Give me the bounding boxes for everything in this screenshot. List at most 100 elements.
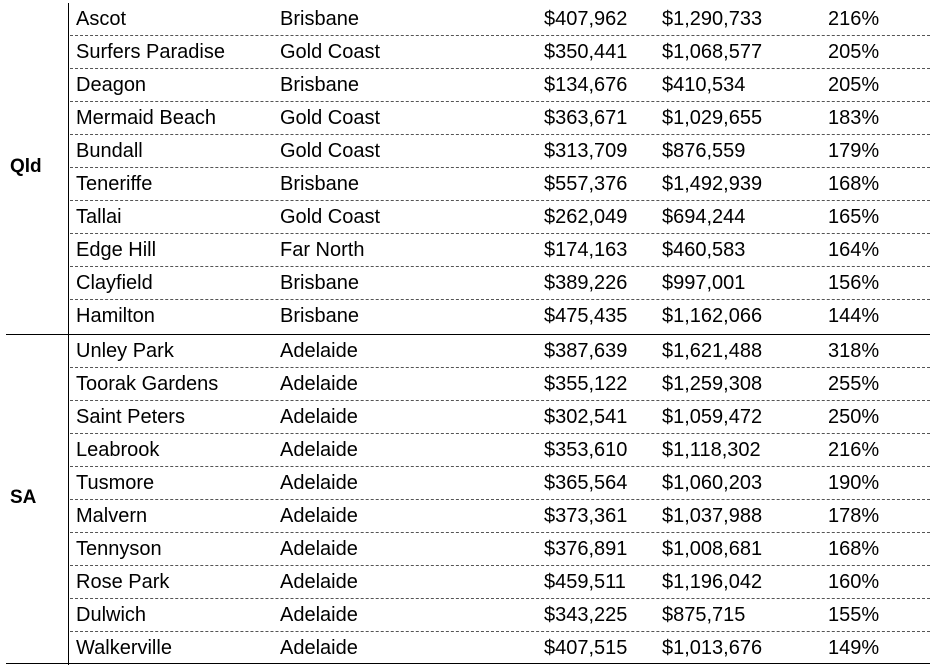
suburb-cell: Rose Park	[76, 571, 170, 593]
suburb-cell: Toorak Gardens	[76, 373, 219, 395]
region-cell: Brisbane	[280, 8, 359, 30]
row-divider	[70, 299, 930, 300]
value-before-cell: $373,361	[544, 505, 628, 527]
value-before-cell: $343,225	[544, 604, 628, 626]
table-row: Leabrook Adelaide $353,610 $1,118,302 216%	[70, 434, 930, 467]
row-divider	[70, 631, 930, 632]
change-cell: 165%	[828, 206, 880, 228]
row-divider	[70, 400, 930, 401]
table-row: Hamilton Brisbane $475,435 $1,162,066 144%	[70, 300, 930, 333]
table-row: Tallai Gold Coast $262,049 $694,244 165%	[70, 201, 930, 234]
change-cell: 190%	[828, 472, 880, 494]
table-row: Saint Peters Adelaide $302,541 $1,059,472 25…	[70, 401, 930, 434]
table-row: Rose Park Adelaide $459,511 $1,196,042 160%	[70, 566, 930, 599]
value-after-cell: $1,290,733	[662, 8, 763, 30]
value-after-cell: $1,013,676	[662, 637, 763, 659]
region-cell: Adelaide	[280, 604, 358, 626]
state-group-sa: SA Unley Park Adelaide $387,639 $1,621,488 3…	[0, 335, 930, 665]
group-divider	[68, 3, 69, 334]
row-divider	[70, 433, 930, 434]
suburb-cell: Ascot	[76, 8, 127, 30]
region-cell: Brisbane	[280, 272, 359, 294]
change-cell: 205%	[828, 41, 880, 63]
state-label: SA	[10, 487, 37, 508]
value-after-cell: $1,492,939	[662, 173, 763, 195]
row-divider	[70, 134, 930, 135]
table-row: Surfers Paradise Gold Coast $350,441 $1,068…	[70, 36, 930, 69]
value-before-cell: $313,709	[544, 140, 628, 162]
value-after-cell: $1,118,302	[662, 439, 761, 461]
region-cell: Brisbane	[280, 173, 359, 195]
change-cell: 156%	[828, 272, 880, 294]
value-before-cell: $262,049	[544, 206, 628, 228]
table-row: Mermaid Beach Gold Coast $363,671 $1,029,65…	[70, 102, 930, 135]
state-label: Qld	[10, 156, 42, 177]
table-row: Unley Park Adelaide $387,639 $1,621,488 318%	[70, 335, 930, 368]
row-divider	[70, 532, 930, 533]
value-after-cell: $1,029,655	[662, 107, 763, 129]
suburb-cell: Deagon	[76, 74, 147, 96]
value-after-cell: $1,068,577	[662, 41, 763, 63]
region-cell: Gold Coast	[280, 41, 381, 63]
state-group-qld: Qld Ascot Brisbane $407,962 $1,290,733 216% …	[0, 3, 930, 334]
change-cell: 168%	[828, 173, 880, 195]
change-cell: 149%	[828, 637, 880, 659]
suburb-cell: Tallai	[76, 206, 122, 228]
region-cell: Far North	[280, 239, 365, 261]
suburb-cell: Surfers Paradise	[76, 41, 225, 63]
value-after-cell: $460,583	[662, 239, 746, 261]
row-divider	[70, 598, 930, 599]
region-cell: Adelaide	[280, 439, 358, 461]
region-cell: Brisbane	[280, 305, 359, 327]
change-cell: 164%	[828, 239, 880, 261]
change-cell: 255%	[828, 373, 880, 395]
suburb-cell: Leabrook	[76, 439, 160, 461]
table-row: Bundall Gold Coast $313,709 $876,559 179%	[70, 135, 930, 168]
table-row: Dulwich Adelaide $343,225 $875,715 155%	[70, 599, 930, 632]
value-after-cell: $1,060,203	[662, 472, 763, 494]
row-divider	[70, 266, 930, 267]
region-cell: Adelaide	[280, 340, 358, 362]
table-row: Walkerville Adelaide $407,515 $1,013,676 149…	[70, 632, 930, 665]
row-divider	[70, 101, 930, 102]
value-after-cell: $875,715	[662, 604, 746, 626]
value-before-cell: $365,564	[544, 472, 628, 494]
value-before-cell: $350,441	[544, 41, 628, 63]
table-row: Deagon Brisbane $134,676 $410,534 205%	[70, 69, 930, 102]
group-divider	[68, 335, 69, 665]
region-cell: Gold Coast	[280, 206, 381, 228]
row-divider	[70, 167, 930, 168]
row-divider	[70, 233, 930, 234]
value-before-cell: $376,891	[544, 538, 628, 560]
table-row: Ascot Brisbane $407,962 $1,290,733 216%	[70, 3, 930, 36]
row-divider	[70, 499, 930, 500]
table-row: Teneriffe Brisbane $557,376 $1,492,939 168%	[70, 168, 930, 201]
change-cell: 178%	[828, 505, 880, 527]
row-divider	[70, 68, 930, 69]
change-cell: 183%	[828, 107, 880, 129]
table-row: Clayfield Brisbane $389,226 $997,001 156%	[70, 267, 930, 300]
table-row: Malvern Adelaide $373,361 $1,037,988 178%	[70, 500, 930, 533]
value-before-cell: $355,122	[544, 373, 628, 395]
suburb-cell: Teneriffe	[76, 173, 153, 195]
value-before-cell: $389,226	[544, 272, 628, 294]
suburb-cell: Mermaid Beach	[76, 107, 217, 129]
table-row: Tennyson Adelaide $376,891 $1,008,681 168%	[70, 533, 930, 566]
change-cell: 216%	[828, 8, 880, 30]
value-after-cell: $410,534	[662, 74, 746, 96]
value-before-cell: $407,962	[544, 8, 628, 30]
value-after-cell: $694,244	[662, 206, 746, 228]
value-before-cell: $407,515	[544, 637, 628, 659]
region-cell: Adelaide	[280, 406, 358, 428]
value-after-cell: $1,196,042	[662, 571, 763, 593]
value-after-cell: $1,621,488	[662, 340, 763, 362]
row-divider	[70, 565, 930, 566]
suburb-cell: Unley Park	[76, 340, 174, 362]
value-after-cell: $997,001	[662, 272, 746, 294]
change-cell: 144%	[828, 305, 880, 327]
region-cell: Adelaide	[280, 472, 358, 494]
value-before-cell: $134,676	[544, 74, 628, 96]
value-before-cell: $459,511	[544, 571, 626, 593]
table-row: Toorak Gardens Adelaide $355,122 $1,259,308…	[70, 368, 930, 401]
value-after-cell: $876,559	[662, 140, 746, 162]
